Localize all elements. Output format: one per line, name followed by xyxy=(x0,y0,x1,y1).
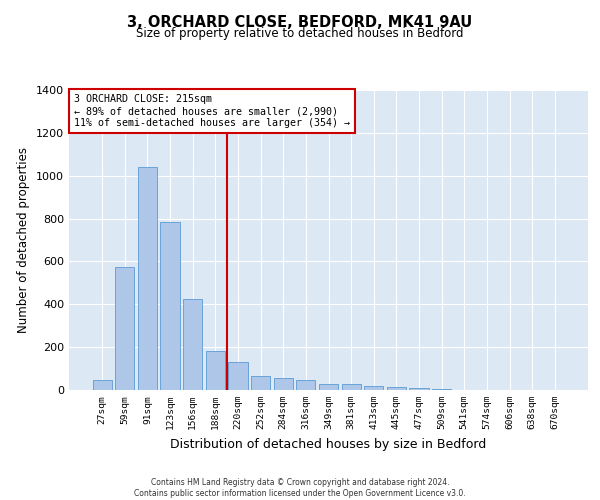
Bar xyxy=(409,388,428,390)
Bar xyxy=(274,378,293,390)
Bar xyxy=(115,267,134,390)
Bar xyxy=(138,167,157,390)
Bar xyxy=(296,380,316,390)
Bar xyxy=(319,384,338,390)
Text: 3, ORCHARD CLOSE, BEDFORD, MK41 9AU: 3, ORCHARD CLOSE, BEDFORD, MK41 9AU xyxy=(127,15,473,30)
Text: Size of property relative to detached houses in Bedford: Size of property relative to detached ho… xyxy=(136,28,464,40)
X-axis label: Distribution of detached houses by size in Bedford: Distribution of detached houses by size … xyxy=(170,438,487,450)
Text: Contains HM Land Registry data © Crown copyright and database right 2024.
Contai: Contains HM Land Registry data © Crown c… xyxy=(134,478,466,498)
Y-axis label: Number of detached properties: Number of detached properties xyxy=(17,147,31,333)
Bar xyxy=(206,352,225,390)
Text: 3 ORCHARD CLOSE: 215sqm
← 89% of detached houses are smaller (2,990)
11% of semi: 3 ORCHARD CLOSE: 215sqm ← 89% of detache… xyxy=(74,94,350,128)
Bar xyxy=(160,222,180,390)
Bar xyxy=(432,389,451,390)
Bar xyxy=(229,362,248,390)
Bar xyxy=(341,384,361,390)
Bar xyxy=(183,299,202,390)
Bar xyxy=(364,386,383,390)
Bar xyxy=(251,376,270,390)
Bar xyxy=(92,380,112,390)
Bar xyxy=(387,387,406,390)
